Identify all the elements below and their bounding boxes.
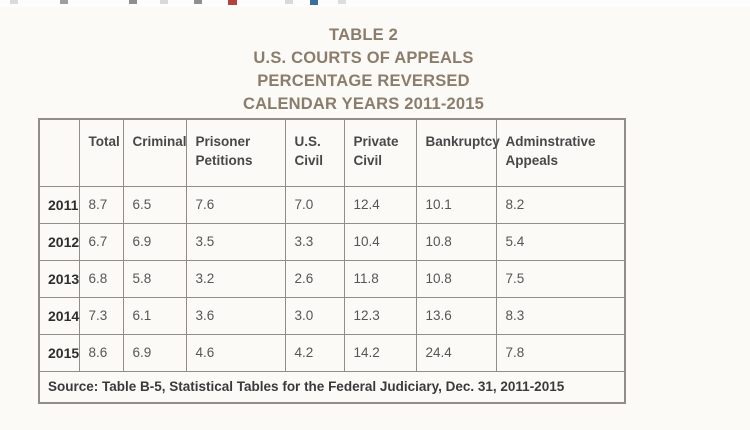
row-header-year: 2015 — [38, 333, 80, 372]
table-cell: 8.2 — [495, 185, 626, 224]
table-cell: 6.9 — [122, 222, 187, 261]
table-cell: 6.8 — [78, 259, 124, 298]
table-cell: 8.6 — [78, 333, 124, 372]
table-cell: 7.5 — [495, 259, 626, 298]
favicon-fragment[interactable] — [338, 0, 346, 4]
column-header-bankruptcy: Bankruptcy — [415, 118, 500, 187]
row-header-year: 2013 — [38, 259, 80, 298]
column-header-total: Total — [78, 118, 124, 187]
column-header-criminal: Criminal — [122, 118, 187, 187]
source-row: Source: Table B-5, Statistical Tables fo… — [38, 370, 626, 404]
table-cell: 3.6 — [185, 296, 286, 335]
favicon-fragment[interactable] — [310, 0, 318, 5]
table-cell: 12.4 — [343, 185, 417, 224]
table-cell: 3.0 — [284, 296, 345, 335]
table-row: 2014 7.3 6.1 3.6 3.0 12.3 13.6 8.3 — [38, 296, 626, 335]
table-cell: 10.4 — [343, 222, 417, 261]
column-header-adminstrative-appeals: Adminstrative Appeals — [495, 118, 626, 187]
table-row: 2013 6.8 5.8 3.2 2.6 11.8 10.8 7.5 — [38, 259, 626, 298]
table-row: 2011 8.7 6.5 7.6 7.0 12.4 10.1 8.2 — [38, 185, 626, 224]
table-title-line-3: PERCENTAGE REVERSED — [257, 72, 470, 90]
table-cell: 10.1 — [415, 185, 497, 224]
column-header-private-civil: Private Civil — [343, 118, 417, 187]
table-cell: 7.6 — [185, 185, 286, 224]
favicon-fragment[interactable] — [129, 0, 137, 4]
table-title: TABLE 2 U.S. COURTS OF APPEALS PERCENTAG… — [0, 24, 727, 116]
table-cell: 12.3 — [343, 296, 417, 335]
bookmarks-bar-fragment — [0, 0, 750, 7]
table-cell: 6.1 — [122, 296, 187, 335]
table-cell: 2.6 — [284, 259, 345, 298]
table-cell: 13.6 — [415, 296, 497, 335]
column-header-year — [38, 118, 80, 187]
appeals-table: Total Criminal Prisoner Petitions U.S. C… — [38, 118, 626, 404]
table-cell: 7.3 — [78, 296, 124, 335]
table-cell: 3.3 — [284, 222, 345, 261]
table-cell: 5.8 — [122, 259, 187, 298]
table-cell: 14.2 — [343, 333, 417, 372]
table-title-line-1: TABLE 2 — [329, 26, 398, 44]
favicon-fragment[interactable] — [10, 0, 18, 4]
table-cell: 3.5 — [185, 222, 286, 261]
table-cell: 24.4 — [415, 333, 497, 372]
favicon-fragment[interactable] — [285, 0, 293, 4]
table-cell: 11.8 — [343, 259, 417, 298]
table-cell: 10.8 — [415, 222, 497, 261]
table-cell: 4.6 — [185, 333, 286, 372]
table-cell: 7.0 — [284, 185, 345, 224]
table-row: 2015 8.6 6.9 4.6 4.2 14.2 24.4 7.8 — [38, 333, 626, 372]
table-cell: 6.5 — [122, 185, 187, 224]
row-header-year: 2014 — [38, 296, 80, 335]
row-header-year: 2012 — [38, 222, 80, 261]
favicon-fragment[interactable] — [194, 0, 202, 4]
table-cell: 3.2 — [185, 259, 286, 298]
table-cell: 4.2 — [284, 333, 345, 372]
table-cell: 7.8 — [495, 333, 626, 372]
favicon-fragment[interactable] — [228, 0, 237, 5]
favicon-fragment[interactable] — [60, 0, 68, 4]
table-title-line-4: CALENDAR YEARS 2011-2015 — [242, 95, 485, 113]
table-source: Source: Table B-5, Statistical Tables fo… — [38, 370, 626, 404]
favicon-fragment[interactable] — [160, 0, 168, 4]
table-cell: 10.8 — [415, 259, 497, 298]
column-header-prisoner-petitions: Prisoner Petitions — [185, 118, 286, 187]
column-header-us-civil: U.S. Civil — [284, 118, 345, 187]
table-cell: 6.9 — [122, 333, 187, 372]
table-title-line-2: U.S. COURTS OF APPEALS — [253, 49, 474, 67]
table-cell: 8.7 — [78, 185, 124, 224]
header-row: Total Criminal Prisoner Petitions U.S. C… — [38, 118, 626, 187]
table-cell: 5.4 — [495, 222, 626, 261]
row-header-year: 2011 — [38, 185, 80, 224]
table-cell: 6.7 — [78, 222, 124, 261]
table-cell: 8.3 — [495, 296, 626, 335]
table-row: 2012 6.7 6.9 3.5 3.3 10.4 10.8 5.4 — [38, 222, 626, 261]
